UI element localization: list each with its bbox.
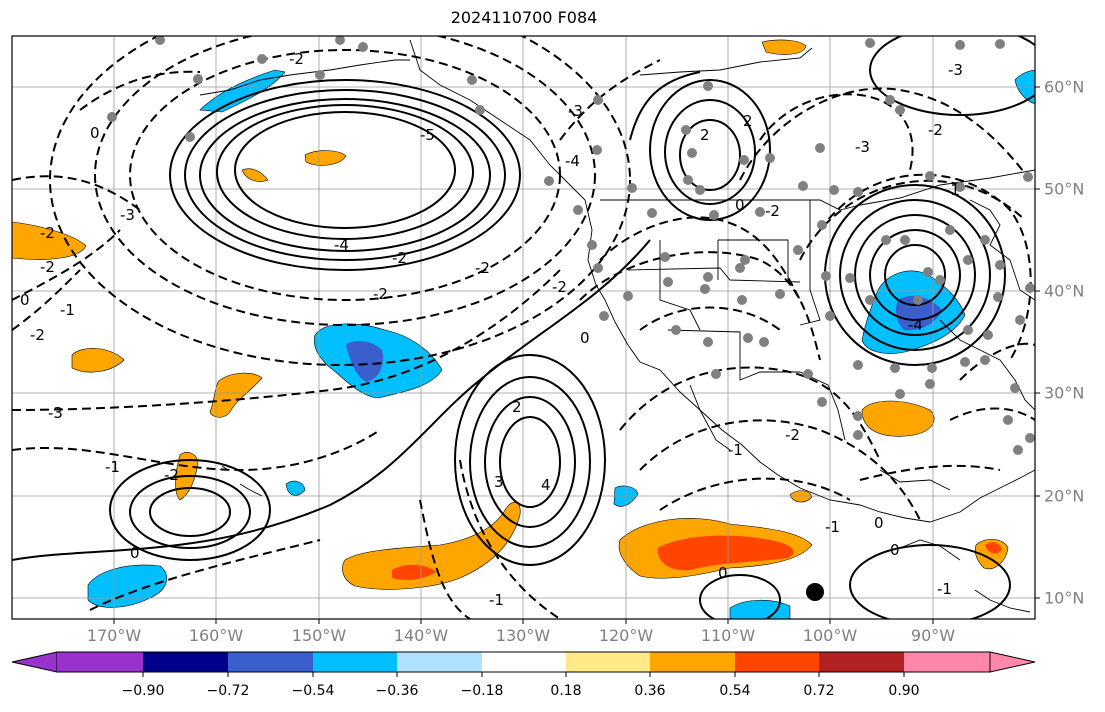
contours-solid <box>12 36 1035 619</box>
contour-label: 0 <box>735 196 745 214</box>
contour-label: -2 <box>475 259 490 277</box>
contour-label: 2 <box>700 126 710 144</box>
contour-label: 3 <box>494 473 504 491</box>
contour-label: -2 <box>765 202 780 220</box>
lat-label: 60°N <box>1044 77 1085 97</box>
contour-label: 0 <box>874 514 884 532</box>
lat-label: 50°N <box>1044 179 1085 199</box>
contour-label: 0 <box>890 541 900 559</box>
contour-label: -1 <box>728 441 743 459</box>
lat-label: 20°N <box>1044 486 1085 506</box>
colorbar-segment <box>819 652 904 672</box>
contour-label: -2 <box>40 258 55 276</box>
colorbar-tick-label: 0.54 <box>719 683 751 699</box>
colorbar-tick-label: 0.36 <box>634 683 666 699</box>
contour-label: -1 <box>945 181 960 199</box>
anomaly-shading <box>12 39 1035 619</box>
contour-label: -2 <box>392 249 407 267</box>
contour-label: -1 <box>937 580 952 598</box>
colorbar-segment <box>566 652 650 672</box>
colorbar-tick-label: −0.90 <box>121 683 165 699</box>
contour-label: 2 <box>743 112 753 130</box>
lat-label: 40°N <box>1044 281 1085 301</box>
colorbar-segment <box>989 651 1036 673</box>
lon-label: 150°W <box>291 626 347 645</box>
contour-label: -2 <box>289 50 304 68</box>
colorbar-segment <box>313 652 397 672</box>
lat-label: 30°N <box>1044 383 1085 403</box>
colorbar-segment <box>482 652 566 672</box>
colorbar-tick-label: 0.90 <box>888 683 920 699</box>
lon-label: 160°W <box>188 626 244 645</box>
contour-label: -4 <box>908 316 923 334</box>
contour-label: -2 <box>373 285 388 303</box>
colorbar-tick-label: −0.72 <box>206 683 250 699</box>
contour-label: 0 <box>20 291 30 309</box>
colorbar-tick-label: 0.72 <box>803 683 835 699</box>
colorbar-tick-label: −0.54 <box>291 683 335 699</box>
contour-label: -5 <box>420 126 435 144</box>
lon-label: 170°W <box>86 626 142 645</box>
contour-label: 2 <box>512 398 522 416</box>
contour-label: 4 <box>541 476 551 494</box>
contour-label: -3 <box>120 206 135 224</box>
lon-label: 120°W <box>598 626 654 645</box>
colorbar-tick-label: −0.36 <box>375 683 419 699</box>
station-dots <box>107 36 1035 455</box>
colorbar <box>11 651 1036 677</box>
contour-label: -4 <box>565 152 580 170</box>
contour-label: -3 <box>568 102 583 120</box>
storm-center-dot <box>806 583 824 601</box>
contour-label: -2 <box>40 224 55 242</box>
lat-label: 10°N <box>1044 588 1085 608</box>
colorbar-segment <box>904 652 990 672</box>
contour-label: 0 <box>130 544 140 562</box>
colorbar-segment <box>650 652 735 672</box>
contour-label: -2 <box>785 426 800 444</box>
contour-label: -1 <box>105 458 120 476</box>
colorbar-segment <box>228 652 313 672</box>
colorbar-tick-label: −0.18 <box>460 683 504 699</box>
colorbar-segment <box>57 652 143 672</box>
contour-label: -4 <box>334 236 349 254</box>
colorbar-segment <box>735 652 819 672</box>
contour-label: -1 <box>60 301 75 319</box>
colorbar-segment <box>11 651 58 673</box>
contour-labels: -2 0 -2 -2 0 -3 -5 -4 -2 -2 -2 -3 -4 -1 … <box>20 50 963 609</box>
lon-label: 140°W <box>393 626 449 645</box>
lat-lon-grid <box>12 36 1035 619</box>
contour-label: -2 <box>164 466 179 484</box>
contour-label: 0 <box>718 564 728 582</box>
lon-label: 100°W <box>802 626 858 645</box>
colorbar-tick-label: 0.18 <box>550 683 582 699</box>
contour-label: -1 <box>825 518 840 536</box>
contour-label: -1 <box>489 591 504 609</box>
lon-label: 130°W <box>495 626 551 645</box>
colorbar-segment <box>397 652 482 672</box>
contour-label: -2 <box>928 121 943 139</box>
contour-label: -2 <box>30 326 45 344</box>
lon-label: 110°W <box>700 626 756 645</box>
contour-label: 0 <box>580 329 590 347</box>
coastlines <box>199 39 1035 613</box>
contour-label: 0 <box>90 124 100 142</box>
colorbar-segment <box>143 652 228 672</box>
lon-label: 90°W <box>910 626 956 645</box>
contour-label: -3 <box>948 61 963 79</box>
map-title: 2024110700 F084 <box>450 8 598 27</box>
contour-label: -3 <box>855 138 870 156</box>
axis-ticks <box>113 86 1040 624</box>
contours-dashed <box>12 36 1035 619</box>
contour-label: -3 <box>48 404 63 422</box>
contour-label: -2 <box>552 278 567 296</box>
